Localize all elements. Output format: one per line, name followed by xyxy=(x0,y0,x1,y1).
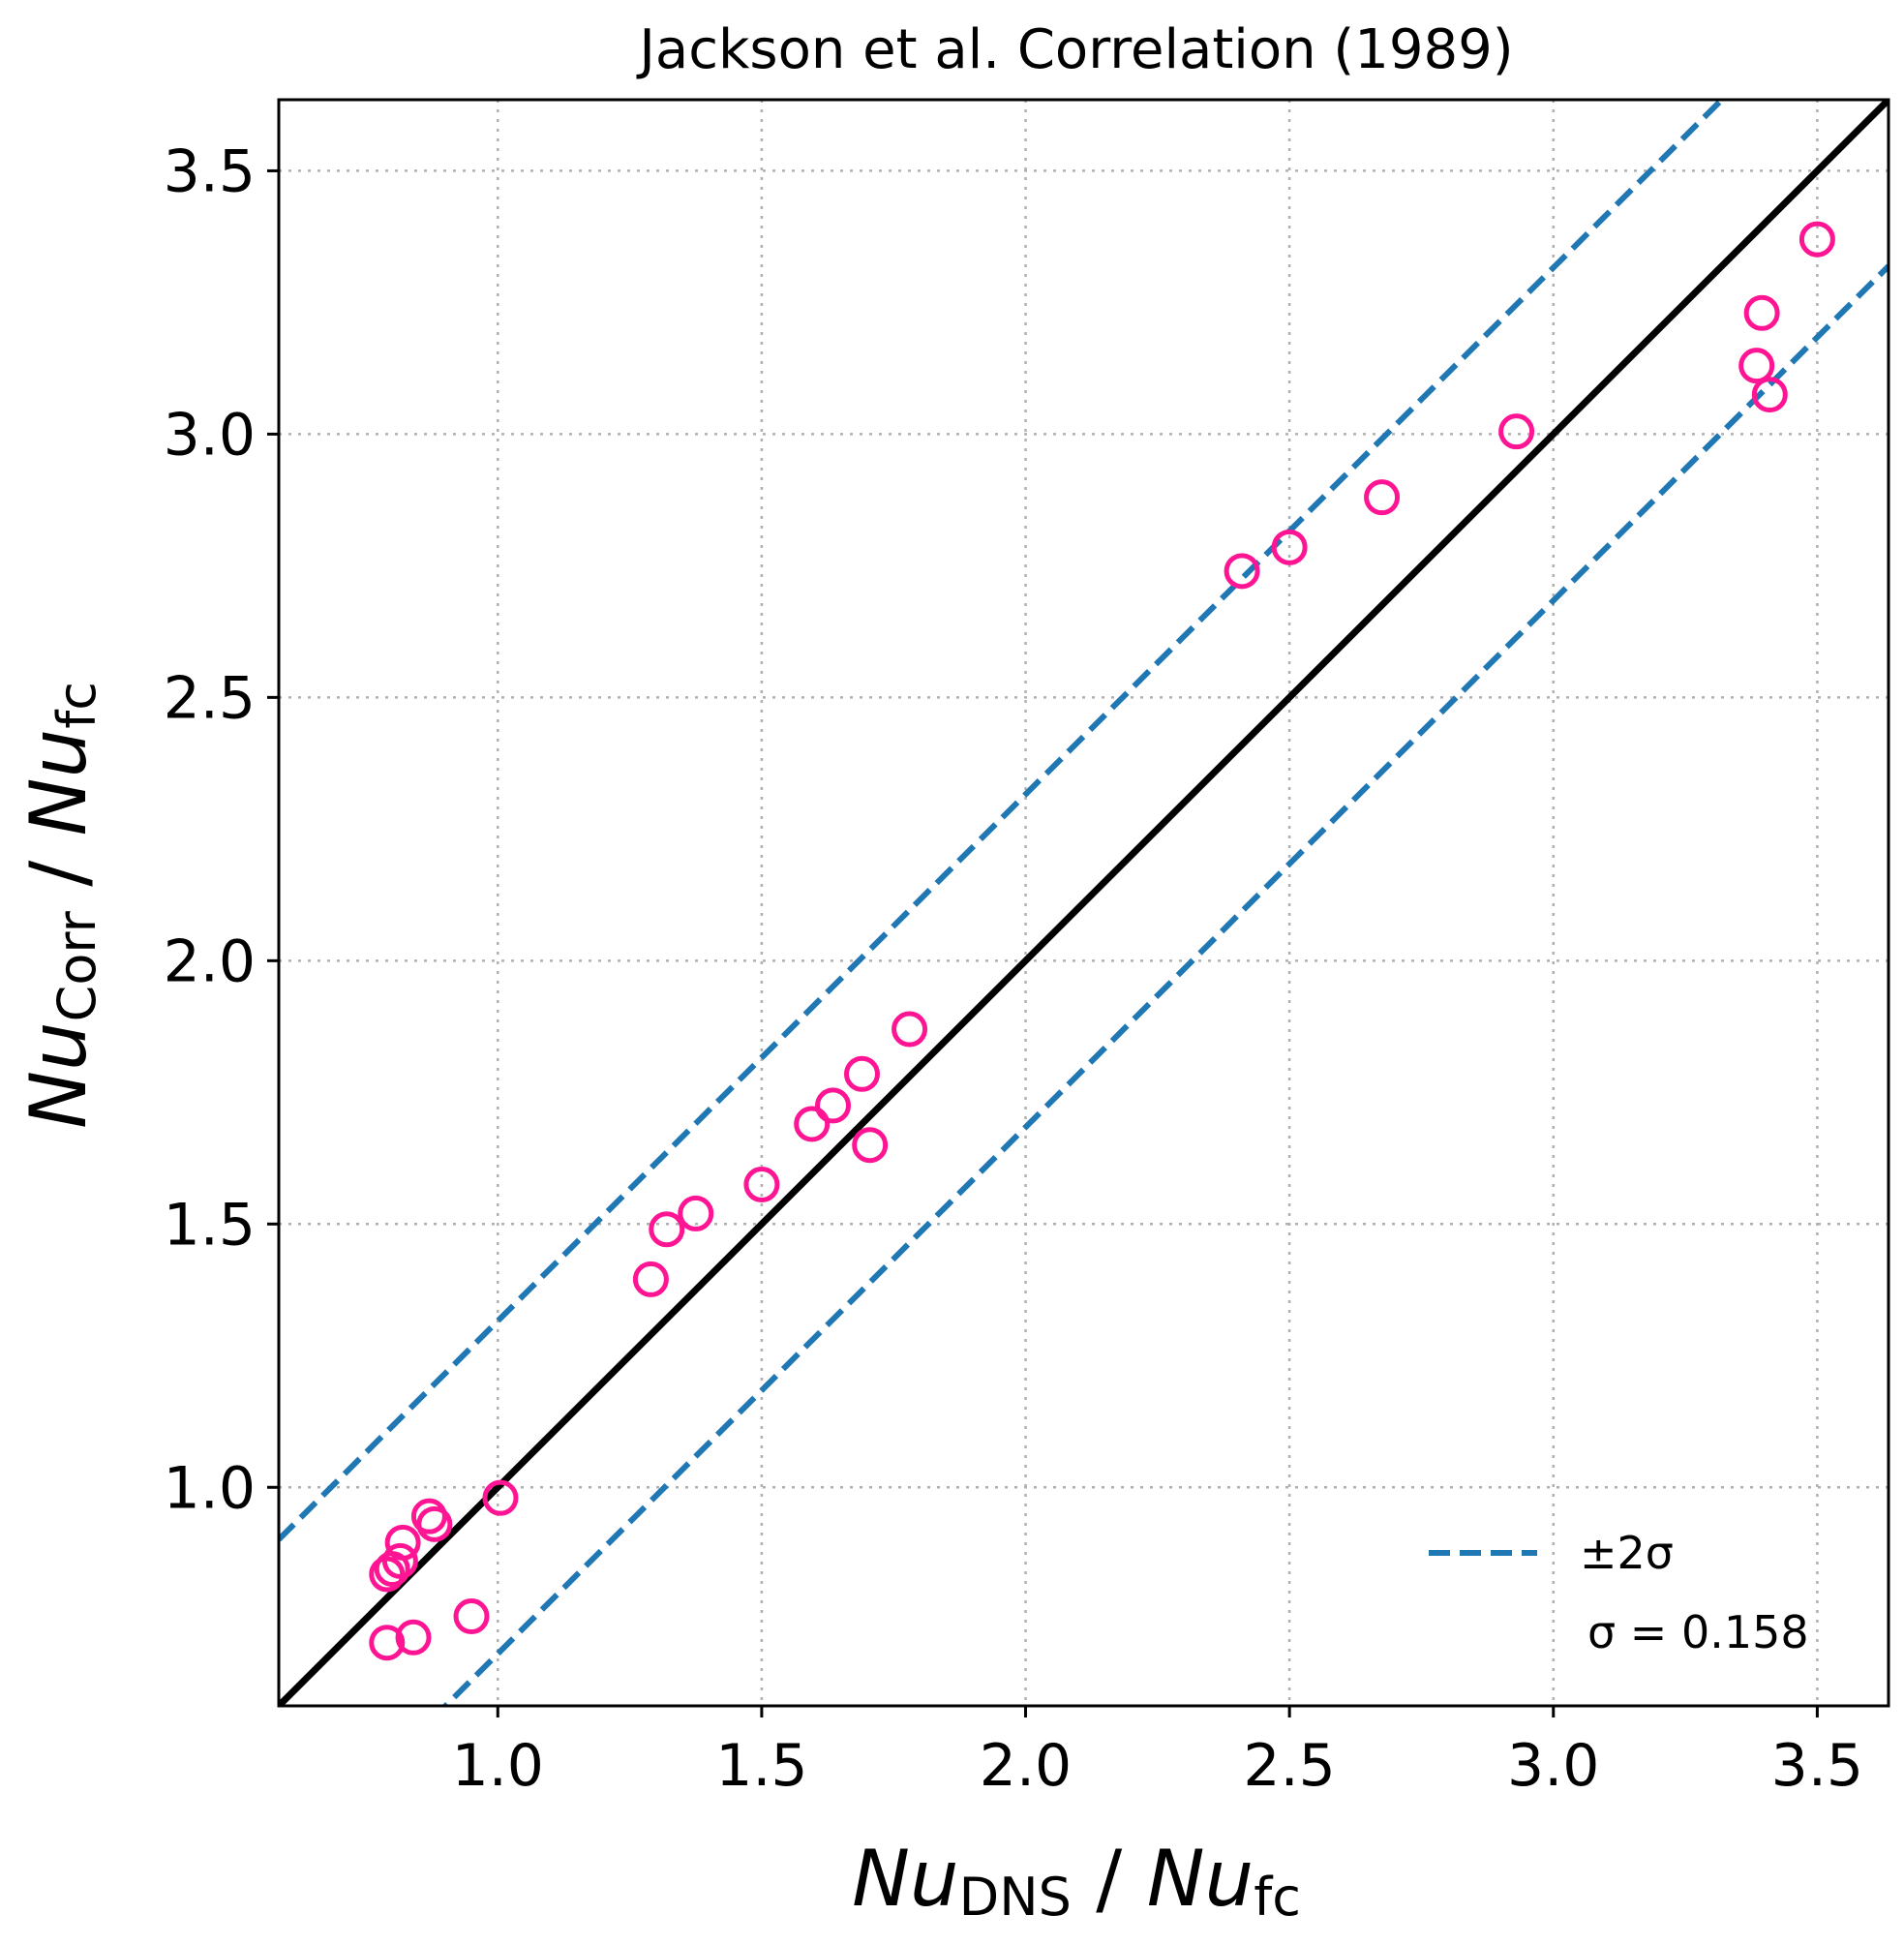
data-point xyxy=(815,1087,852,1124)
data-point xyxy=(649,1211,685,1248)
x-label-sep: / xyxy=(1072,1834,1147,1924)
y-tick-label: 1.0 xyxy=(164,1454,256,1522)
lower-2sigma-line xyxy=(441,263,1889,1706)
legend-dash-label: ±2σ xyxy=(1580,1527,1674,1579)
y-tick-label: 1.5 xyxy=(164,1191,256,1259)
y-tick-label: 3.0 xyxy=(164,401,256,469)
y-ticks: 1.0 1.5 2.0 2.5 3.0 3.5 xyxy=(164,137,279,1522)
sigma-band-lines xyxy=(279,100,1889,1706)
x-label-main2: Nu xyxy=(1147,1834,1254,1924)
x-label-main: Nu xyxy=(852,1834,959,1924)
plot-frame xyxy=(277,98,1890,1708)
data-point xyxy=(1798,221,1835,258)
y-tick-label: 2.5 xyxy=(164,664,256,732)
data-point xyxy=(892,1011,928,1048)
x-tick-label: 3.5 xyxy=(1771,1732,1863,1800)
data-point xyxy=(743,1167,780,1203)
x-ticks: 1.0 1.5 2.0 2.5 3.0 3.5 xyxy=(452,1706,1863,1800)
y-label-main: Nu xyxy=(14,1021,104,1129)
x-tick-label: 2.0 xyxy=(980,1732,1072,1800)
x-axis-label: NuDNS / Nufc xyxy=(852,1834,1301,1928)
data-point xyxy=(794,1106,831,1142)
y-tick-label: 3.5 xyxy=(164,137,256,205)
legend: ±2σ σ = 0.158 xyxy=(1429,1527,1809,1658)
data-point xyxy=(843,1055,880,1092)
data-point xyxy=(453,1598,490,1635)
x-label-sub2: fc xyxy=(1254,1867,1301,1928)
data-point xyxy=(410,1498,447,1535)
data-point xyxy=(1498,413,1535,450)
data-point xyxy=(384,1524,421,1561)
y-label-main2: Nu xyxy=(14,729,104,836)
data-point xyxy=(1364,479,1401,516)
y-tick-label: 2.0 xyxy=(164,927,256,995)
x-label-sub: DNS xyxy=(959,1867,1072,1928)
data-point xyxy=(482,1479,519,1516)
chart-title: Jackson et al. Correlation (1989) xyxy=(636,18,1513,81)
data-point xyxy=(1224,553,1260,590)
data-points xyxy=(369,221,1835,1661)
data-point xyxy=(395,1619,432,1656)
grid xyxy=(279,100,1889,1706)
data-point xyxy=(1743,294,1780,331)
x-tick-label: 1.5 xyxy=(715,1732,807,1800)
data-point xyxy=(678,1195,714,1231)
identity-diagonal xyxy=(279,100,1889,1706)
data-point xyxy=(852,1127,889,1164)
legend-sigma-label: σ = 0.158 xyxy=(1587,1606,1809,1658)
data-point xyxy=(381,1542,418,1579)
data-point xyxy=(416,1505,453,1542)
x-tick-label: 1.0 xyxy=(452,1732,544,1800)
y-label-sub: Corr xyxy=(46,910,107,1021)
identity-line xyxy=(279,100,1889,1706)
x-tick-label: 2.5 xyxy=(1243,1732,1335,1800)
data-point xyxy=(369,1625,406,1661)
data-point xyxy=(1738,348,1775,384)
y-axis-label: NuCorr / Nufc xyxy=(14,682,107,1129)
data-point xyxy=(1751,377,1788,413)
y-label-sub2: fc xyxy=(46,682,107,729)
data-point xyxy=(632,1261,669,1297)
x-tick-label: 3.0 xyxy=(1507,1732,1599,1800)
y-label-sep: / xyxy=(14,836,104,911)
upper-2sigma-line xyxy=(279,100,1726,1542)
data-point xyxy=(1271,529,1308,565)
